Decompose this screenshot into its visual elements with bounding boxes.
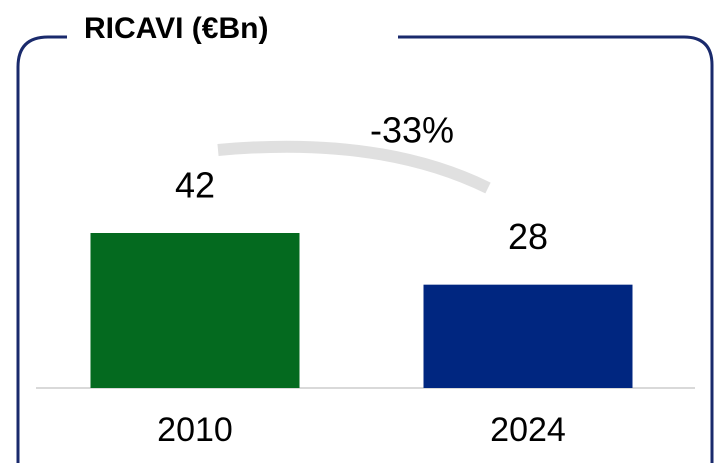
frame-left xyxy=(16,35,67,463)
chart-title: RICAVI (€Bn) xyxy=(84,12,268,45)
change-arc xyxy=(217,140,491,194)
annotation: -33% xyxy=(370,110,454,151)
value-label: 28 xyxy=(508,216,548,257)
x-tick-label: 2010 xyxy=(157,411,233,449)
bar xyxy=(423,284,633,388)
value-label: 42 xyxy=(175,165,215,206)
frame-right xyxy=(398,35,714,463)
x-tick-label: 2024 xyxy=(490,411,566,449)
bar xyxy=(90,233,300,388)
